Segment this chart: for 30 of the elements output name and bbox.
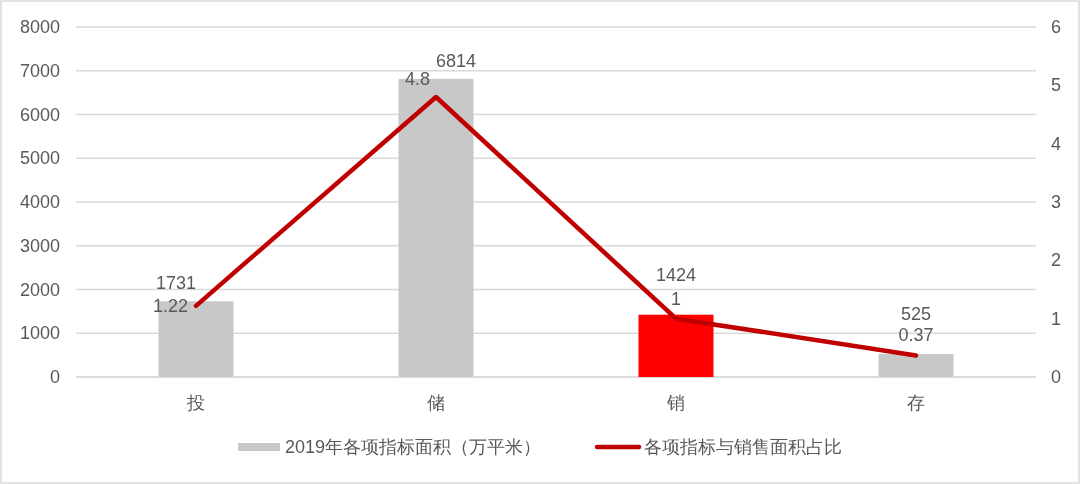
y-tick: 7000 (19, 60, 60, 81)
y2-tick: 3 (1051, 192, 1061, 212)
bar-label: 525 (901, 304, 931, 325)
y2-tick: 4 (1051, 133, 1061, 154)
x-tick: 存 (907, 393, 925, 413)
line-label: 0.37 (898, 325, 934, 346)
bar-label: 1731 (155, 273, 196, 294)
x-tick: 投 (187, 393, 205, 413)
y-tick: 2000 (19, 279, 60, 300)
bar-label: 6814 (436, 50, 477, 71)
y-tick: 3000 (19, 235, 60, 256)
y2-tick: 0 (1051, 367, 1061, 387)
x-tick: 储 (427, 393, 445, 413)
bar-label: 1424 (656, 264, 696, 285)
y2-tick: 5 (1051, 75, 1061, 96)
y-tick: 6000 (19, 104, 60, 125)
y-tick: 5000 (19, 148, 60, 169)
y-tick: 4000 (19, 192, 60, 212)
x-tick: 销 (667, 393, 685, 413)
line-label: 1 (671, 288, 681, 309)
legend-text: 2019年各项指标面积（万平米） (285, 437, 541, 457)
line-label: 1.22 (152, 295, 188, 316)
y2-tick: 2 (1051, 250, 1061, 271)
y-tick: 0 (50, 367, 60, 387)
y-tick: 1000 (19, 323, 60, 344)
y2-tick: 6 (1051, 17, 1061, 37)
y2-tick: 1 (1051, 308, 1061, 329)
legend-text: 各项指标与销售面积占比 (644, 437, 842, 457)
y-tick: 8000 (19, 17, 60, 37)
line-label: 4.8 (404, 69, 430, 89)
